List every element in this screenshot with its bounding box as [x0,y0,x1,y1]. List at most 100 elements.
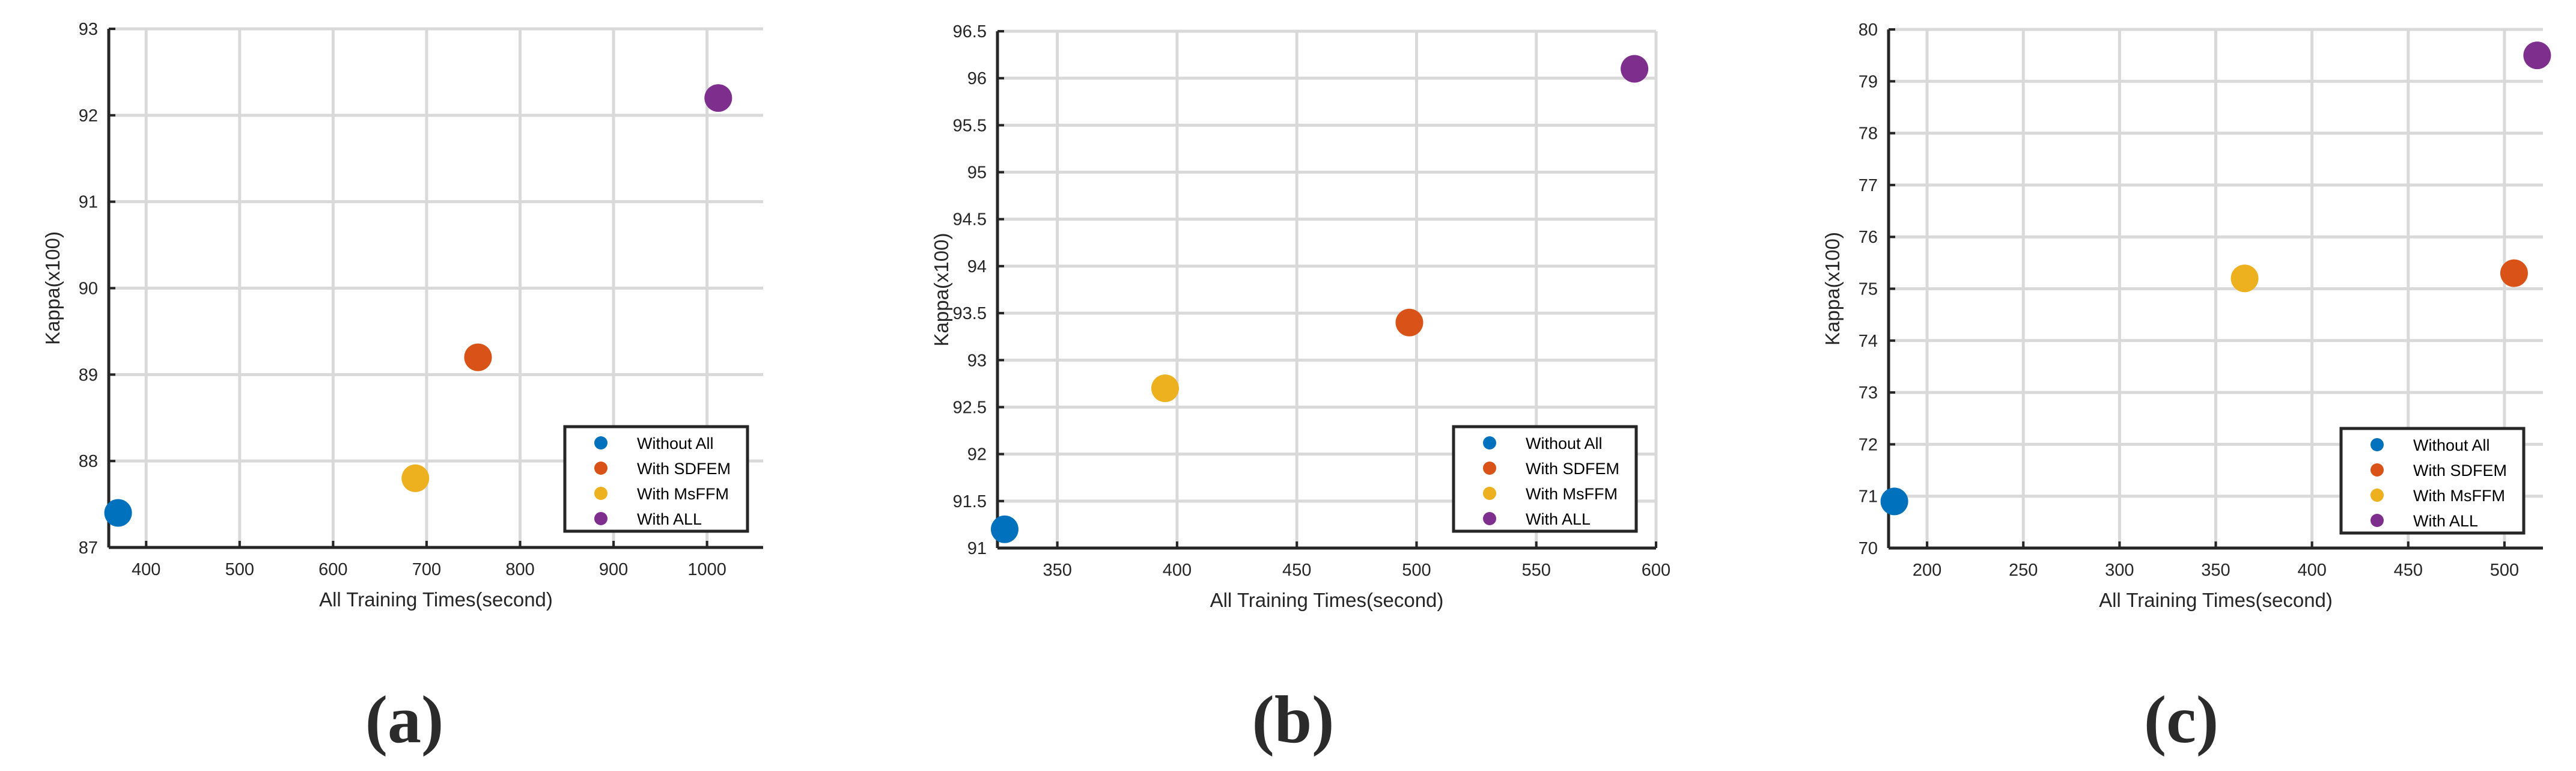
x-axis-label: All Training Times(second) [1210,589,1444,611]
y-tick-label: 77 [1859,176,1878,195]
legend-marker [594,512,607,525]
legend-entry: With ALL [2413,512,2478,530]
x-tick-label: 400 [1163,561,1192,580]
legend-marker [1483,436,1496,449]
data-point-with-all [704,84,732,112]
x-tick-label: 450 [2394,561,2423,580]
y-tick-label: 93 [79,20,98,39]
legend-entry: With ALL [1526,510,1591,528]
x-axis-label: All Training Times(second) [319,588,553,611]
x-tick-label: 700 [412,560,441,579]
legend-marker [2370,438,2384,451]
y-tick-label: 88 [79,452,98,471]
y-tick-label: 76 [1859,228,1878,247]
legend-marker [594,436,607,449]
legend-entry: With MsFFM [637,485,729,503]
legend-marker [1483,487,1496,500]
y-tick-label: 80 [1859,20,1878,40]
legend-entry: With ALL [637,510,702,528]
y-tick-label: 78 [1859,124,1878,144]
x-tick-label: 500 [1402,561,1431,580]
panel-caption: (c) [2144,683,2218,757]
y-tick-label: 70 [1859,539,1878,558]
chart-panel-c: 200 250 300 350 400 450 500 70 71 72 73 74 75 76 77 78 7… [1821,20,2551,757]
x-tick-label: 1000 [687,560,726,579]
x-tick-label: 450 [1282,561,1311,580]
data-point-with-sdfem [2500,259,2528,287]
y-tick-label: 94 [967,257,987,276]
legend: Without All With SDFEM With MsFFM With ALL [563,425,749,533]
data-point-without-all [104,499,132,527]
y-tick-label: 92.5 [953,398,987,417]
y-tick-label: 91 [79,193,98,212]
panel-caption: (a) [365,683,444,757]
y-axis-label: Kappa(x100) [41,231,64,345]
data-point-with-sdfem [1395,308,1423,337]
y-tick-label: 95.5 [953,116,987,135]
data-point-with-all [2523,41,2551,70]
panel-caption: (b) [1252,683,1335,757]
y-tick-label: 73 [1859,383,1878,403]
legend-entry: With SDFEM [2413,462,2507,480]
legend: Without All With SDFEM With MsFFM With ALL [2339,427,2526,535]
legend-marker [594,487,607,500]
x-tick-label: 900 [599,560,628,579]
y-tick-label: 94.5 [953,210,987,230]
legend-marker [594,462,607,475]
data-point-with-msffm [401,464,430,492]
x-tick-label: 550 [1522,561,1551,580]
y-tick-label: 92 [967,445,987,465]
y-tick-label: 91.5 [953,492,987,511]
x-tick-label: 350 [1043,561,1071,580]
chart-panel-a: 400 500 600 700 800 900 1000 87 88 89 90 91 92 93 All … [41,20,763,757]
x-tick-label: 600 [1642,561,1670,580]
y-tick-label: 93 [967,351,987,370]
x-tick-label: 800 [505,560,534,579]
x-tick-label: 400 [2297,561,2326,580]
y-axis-label: Kappa(x100) [1821,232,1844,346]
data-point-with-msffm [2230,264,2259,293]
legend-marker [1483,462,1496,475]
y-tick-label: 75 [1859,280,1878,299]
y-tick-label: 96 [967,69,987,88]
y-tick-label: 93.5 [953,304,987,323]
y-tick-label: 91 [967,539,987,558]
legend-entry: With SDFEM [1526,460,1619,478]
x-tick-label: 350 [2201,561,2230,580]
x-axis-label: All Training Times(second) [2099,589,2333,611]
data-point-with-msffm [1151,374,1179,403]
legend-marker [2370,489,2384,502]
x-tick-label: 600 [318,560,347,579]
legend-entry: With SDFEM [637,460,731,478]
y-tick-label: 96.5 [953,22,987,41]
legend-entry: Without All [2413,436,2490,454]
y-tick-label: 90 [79,279,98,299]
x-tick-label: 400 [132,560,160,579]
legend-entry: With MsFFM [2413,487,2505,505]
legend: Without All With SDFEM With MsFFM With ALL [1452,425,1638,533]
x-tick-label: 250 [2009,561,2038,580]
data-point-with-sdfem [464,343,492,371]
legend-marker [2370,463,2384,477]
y-tick-label: 71 [1859,487,1878,507]
legend-entry: Without All [637,434,714,453]
x-tick-label: 500 [2490,561,2519,580]
legend-entry: Without All [1526,434,1603,453]
y-tick-label: 72 [1859,435,1878,454]
data-point-with-all [1621,55,1649,83]
y-axis-label: Kappa(x100) [930,233,952,347]
y-tick-label: 79 [1859,72,1878,91]
legend-entry: With MsFFM [1526,485,1618,503]
y-tick-label: 95 [967,163,987,183]
legend-marker [1483,512,1496,525]
data-point-without-all [990,515,1019,543]
y-tick-label: 74 [1859,332,1878,351]
x-tick-label: 200 [1913,561,1941,580]
legend-marker [2370,514,2384,527]
y-tick-label: 89 [79,365,98,385]
data-point-without-all [1880,487,1908,516]
y-tick-label: 87 [79,538,98,558]
chart-panel-b: 350 400 450 500 550 600 91 91.5 92 92.5 93 93.5 94 94… [930,22,1670,757]
x-tick-label: 300 [2105,561,2134,580]
